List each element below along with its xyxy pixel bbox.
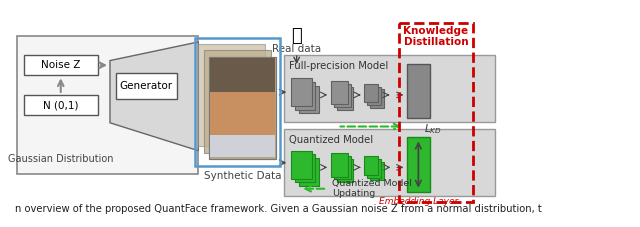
Bar [209, 57, 276, 159]
Bar [295, 154, 316, 182]
Bar [367, 86, 381, 105]
Bar [370, 89, 384, 108]
Bar [284, 129, 495, 196]
Bar [209, 57, 276, 159]
Polygon shape [110, 42, 198, 151]
Bar [370, 162, 384, 180]
Text: 🔒: 🔒 [291, 27, 302, 45]
Text: Quantized Model: Quantized Model [289, 136, 373, 146]
Bar [24, 95, 98, 115]
Bar [365, 84, 378, 102]
Bar [295, 82, 316, 110]
Bar [291, 78, 312, 106]
Bar [399, 23, 473, 202]
Text: Knowledge
Distillation: Knowledge Distillation [403, 26, 468, 47]
Bar [116, 73, 177, 99]
Bar [407, 64, 429, 118]
Bar [211, 58, 275, 95]
Bar [331, 81, 348, 104]
Bar [331, 153, 348, 177]
Bar [365, 156, 378, 175]
Text: Full-precision Model: Full-precision Model [289, 61, 388, 71]
Bar [211, 135, 275, 157]
Text: $L_{KD}$: $L_{KD}$ [424, 122, 442, 136]
Text: Embedding Layer: Embedding Layer [379, 197, 458, 206]
Text: Synthetic Data: Synthetic Data [204, 171, 282, 181]
Bar [24, 55, 98, 75]
Bar [367, 159, 381, 178]
Bar [204, 50, 271, 153]
Bar [195, 38, 280, 166]
Text: Quantized Model
Updating: Quantized Model Updating [332, 179, 412, 198]
Bar [298, 86, 319, 114]
Bar [407, 137, 429, 192]
Text: Noise Z: Noise Z [41, 60, 81, 70]
Bar [334, 156, 351, 180]
Text: Gaussian Distribution: Gaussian Distribution [8, 154, 113, 164]
Bar [337, 159, 353, 182]
Bar [291, 151, 312, 178]
Bar [337, 86, 353, 110]
Bar [17, 36, 198, 174]
Text: Real data: Real data [272, 44, 321, 54]
Bar [211, 92, 275, 138]
Text: N (0,1): N (0,1) [43, 100, 79, 110]
Text: n overview of the proposed QuantFace framework. Given a Gaussian noise Z from a : n overview of the proposed QuantFace fra… [15, 204, 542, 214]
Bar [298, 158, 319, 186]
Bar [334, 84, 351, 107]
Bar [284, 55, 495, 122]
Text: Generator: Generator [120, 81, 173, 91]
Bar [198, 44, 265, 146]
